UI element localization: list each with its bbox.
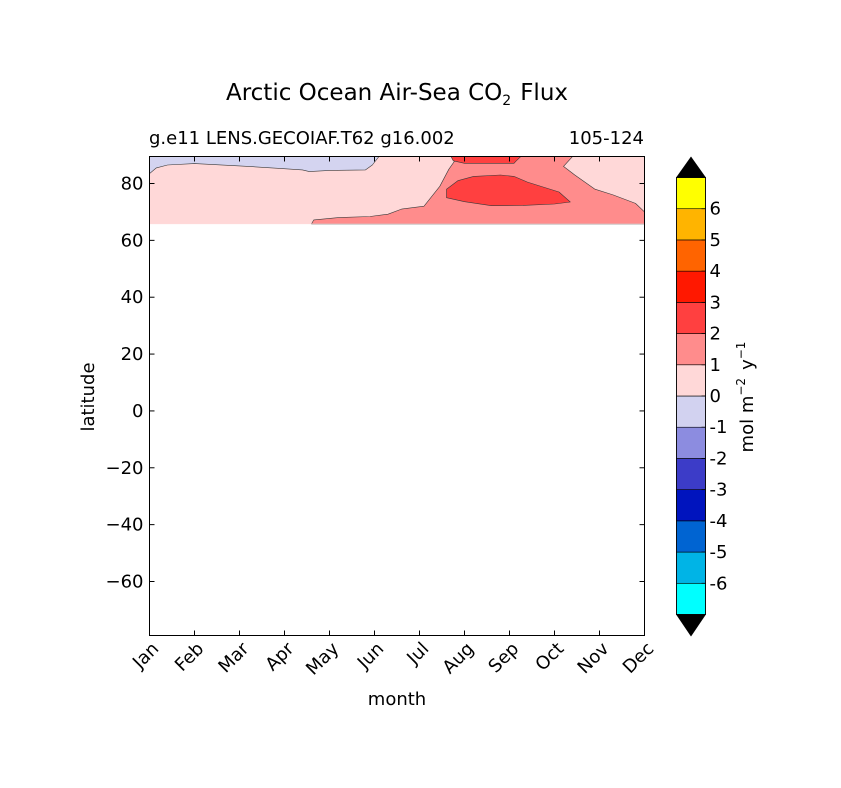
- plot-frame: [149, 156, 645, 636]
- colorbar-tick-label: -2: [710, 448, 728, 469]
- colorbar-tick-label: 3: [710, 292, 721, 313]
- x-tick-label: Jan: [128, 638, 163, 673]
- contour-region-3: [446, 174, 571, 206]
- colorbar-segment: [676, 582, 706, 615]
- colorbar: [675, 156, 707, 637]
- colorbar-tick-label: 1: [710, 355, 721, 376]
- x-tick-label: Jul: [402, 638, 433, 669]
- colorbar-segment: [676, 364, 706, 397]
- colorbar-segment: [676, 489, 706, 522]
- chart-title: Arctic Ocean Air-Sea CO2 Flux: [226, 80, 568, 109]
- x-tick-label: Jun: [353, 638, 388, 673]
- colorbar-extend-bottom: [675, 614, 707, 637]
- y-tick-label: 20: [121, 344, 144, 365]
- y-tick-label: −40: [106, 515, 144, 536]
- colorbar-segment: [676, 270, 706, 303]
- colorbar-segment: [676, 302, 706, 334]
- colorbar-tick-label: -5: [710, 542, 728, 563]
- subtitle-right: 105-124: [569, 128, 644, 149]
- colorbar-segment: [676, 458, 706, 490]
- colorbar-tick-label: 0: [710, 386, 721, 407]
- colorbar-segment: [676, 333, 706, 366]
- x-tick-label: Feb: [171, 638, 208, 675]
- x-tick-label: Sep: [484, 638, 523, 677]
- x-tick-label: Oct: [531, 638, 568, 675]
- subtitle-left: g.e11 LENS.GECOIAF.T62 g16.002: [149, 128, 455, 149]
- colorbar-label: mol m−2 y−1: [734, 342, 758, 453]
- colorbar-segment: [676, 239, 706, 272]
- colorbar-tick-label: -1: [710, 417, 728, 438]
- colorbar-segment: [676, 208, 706, 241]
- colorbar-segment: [676, 395, 706, 428]
- x-tick-label: Nov: [574, 638, 614, 678]
- colorbar-tick-label: -4: [710, 511, 728, 532]
- colorbar-tick-label: 2: [710, 324, 721, 345]
- colorbar-tick-label: 5: [710, 230, 721, 251]
- y-tick-label: −60: [106, 571, 144, 592]
- x-tick-label: Apr: [261, 638, 298, 675]
- title-suffix: Flux: [520, 80, 568, 106]
- plot-background: [149, 156, 645, 636]
- contour-region-1: [149, 156, 380, 174]
- plot-area: [149, 156, 645, 636]
- colorbar-labels: -6 -5 -4 -3 -2 -1 0 1 2 3 4 5 6: [710, 199, 728, 595]
- y-tick-label: 60: [121, 230, 144, 251]
- colorbar-label-unit: mol m: [737, 396, 758, 453]
- colorbar-segment: [676, 551, 706, 584]
- x-tick-labels: Jan Feb Mar Apr May Jun Jul Aug Sep Oct Nov Dec: [128, 638, 658, 680]
- y-axis-label: latitude: [78, 362, 99, 431]
- y-tick-label: 40: [121, 287, 144, 308]
- contour-region-4: [450, 156, 522, 164]
- y-tick-label: 80: [121, 174, 144, 195]
- y-tick-labels: 80 60 40 20 0 −20 −40 −60: [106, 174, 144, 593]
- colorbar-tick-label: 4: [710, 261, 721, 282]
- colorbar-segment: [676, 426, 706, 459]
- title-subscript: 2: [502, 93, 511, 109]
- x-axis-label: month: [368, 689, 426, 710]
- colorbar-label-time: y: [737, 359, 758, 370]
- title-main: Arctic Ocean Air-Sea CO: [226, 80, 502, 106]
- x-tick-label: Aug: [439, 638, 479, 678]
- x-tick-label: May: [302, 638, 343, 679]
- colorbar-label-exp2: −1: [734, 342, 748, 360]
- colorbar-segment: [676, 520, 706, 553]
- colorbar-tick-label: -6: [710, 573, 728, 594]
- colorbar-extend-top: [675, 156, 707, 178]
- y-tick-label: −20: [106, 458, 144, 479]
- x-tick-label: Mar: [214, 638, 253, 677]
- y-tick-label: 0: [132, 401, 143, 422]
- colorbar-tick-label: 6: [710, 199, 721, 220]
- colorbar-segment: [676, 177, 706, 210]
- contour-layer: [149, 156, 645, 225]
- colorbar-label-exp1: −2: [734, 378, 748, 396]
- colorbar-tick-label: -3: [710, 480, 728, 501]
- x-tick-label: Dec: [619, 638, 658, 677]
